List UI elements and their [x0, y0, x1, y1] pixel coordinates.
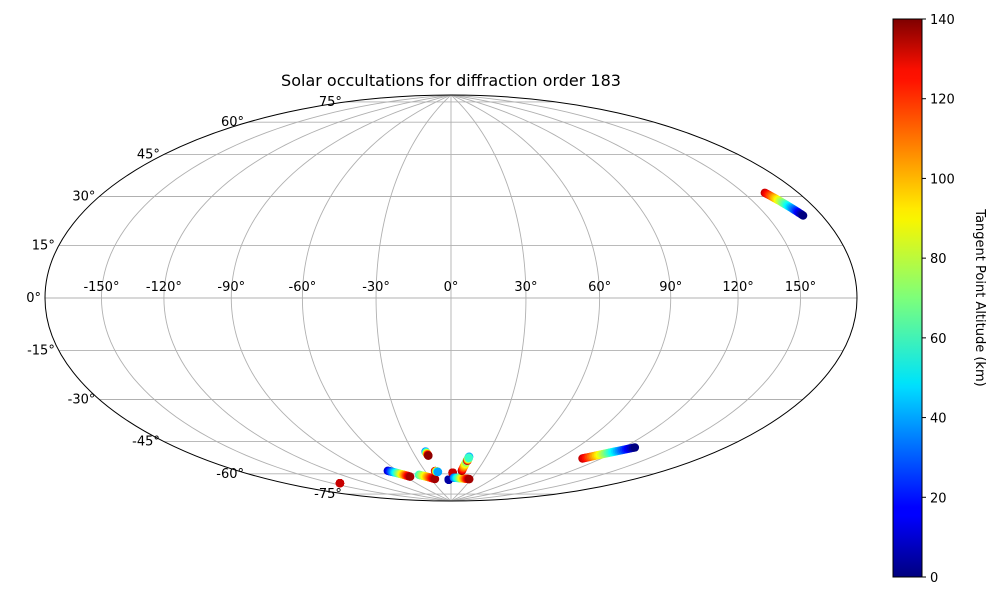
longitude-tick-labels: -150° -120° -90° -60° -30° 0° 30° 60° 90° 120° 150… — [83, 280, 816, 295]
occultation-point — [630, 443, 640, 452]
colorbar-label: Tangent Point Altitude (km) — [972, 208, 987, 386]
longitude-tick-label: 150° — [785, 280, 816, 295]
colorbar-tick-label: 40 — [930, 412, 947, 427]
longitude-tick-label: 0° — [444, 280, 459, 295]
occultation-point — [406, 472, 415, 481]
longitude-tick-label: 90° — [659, 280, 682, 295]
latitude-tick-label: -75° — [314, 487, 342, 502]
occultation-point — [433, 467, 443, 477]
latitude-tick-label: -60° — [216, 467, 244, 482]
scatter-points — [335, 188, 808, 488]
chart-title: Solar occultations for diffraction order… — [281, 71, 621, 90]
occultation-point — [335, 478, 345, 488]
occultation-point — [464, 453, 474, 462]
occultation-point — [465, 474, 474, 484]
colorbar — [892, 18, 923, 578]
latitude-tick-label: 75° — [319, 95, 342, 110]
latitude-tick-label: -45° — [132, 435, 160, 450]
longitude-tick-label: 30° — [514, 280, 537, 295]
latitude-tick-label: 15° — [32, 238, 55, 253]
longitude-tick-label: 120° — [722, 280, 753, 295]
longitude-tick-label: -30° — [362, 280, 390, 295]
occultation-point — [798, 211, 808, 220]
gridlines — [45, 95, 857, 501]
longitude-tick-label: -150° — [83, 280, 119, 295]
latitude-tick-label: 0° — [26, 291, 41, 306]
longitude-tick-label: 60° — [588, 280, 611, 295]
latitude-tick-labels: 75° 60° 45° 30° 15° 0° -15° -30° -45° -60° -75° — [26, 95, 342, 502]
map-outline — [44, 94, 858, 502]
latitude-tick-label: 60° — [221, 115, 244, 130]
colorbar-tick-label: 60 — [930, 332, 947, 347]
colorbar-ticks: 0 20 40 60 80 100 120 140 — [922, 13, 955, 586]
longitude-tick-label: -90° — [217, 280, 245, 295]
latitude-tick-label: 45° — [137, 147, 160, 162]
colorbar-tick-label: 0 — [930, 571, 938, 586]
longitude-tick-label: -120° — [146, 280, 182, 295]
colorbar-tick-label: 20 — [930, 491, 947, 506]
latitude-tick-label: -15° — [27, 344, 55, 359]
longitude-tick-label: -60° — [289, 280, 317, 295]
colorbar-tick-label: 80 — [930, 252, 947, 267]
colorbar-tick-label: 120 — [930, 93, 955, 108]
occultation-point — [424, 451, 433, 460]
colorbar-tick-label: 100 — [930, 172, 955, 187]
latitude-tick-label: 30° — [72, 190, 95, 205]
occultation-point — [430, 474, 440, 484]
latitude-tick-label: -30° — [68, 393, 96, 408]
colorbar-tick-label: 140 — [930, 13, 955, 28]
